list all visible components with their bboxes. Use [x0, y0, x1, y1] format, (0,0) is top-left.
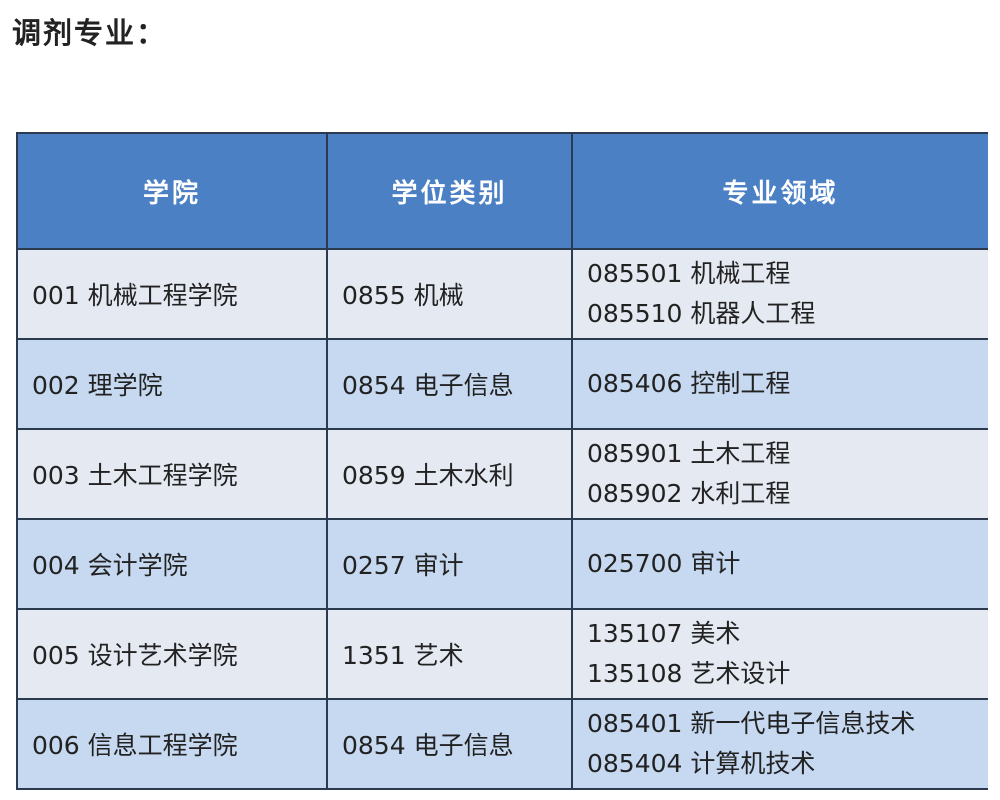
cell-fields: 025700 审计 [571, 518, 988, 610]
field-item: 085406 控制工程 [587, 369, 791, 398]
page-title: 调剂专业： [12, 16, 168, 50]
adjustment-majors-table: 学院 学位类别 专业领域 001 机械工程学院 0855 机械 085501 机械工… [16, 132, 988, 790]
cell-college: 004 会计学院 [16, 518, 328, 610]
cell-college: 001 机械工程学院 [16, 248, 328, 340]
cell-degree: 0854 电子信息 [326, 338, 573, 430]
table-row: 001 机械工程学院 0855 机械 085501 机械工程 085510 机器人工程 [16, 248, 988, 340]
field-item: 085401 新一代电子信息技术 [587, 709, 916, 738]
field-item: 025700 审计 [587, 549, 741, 578]
table-header-row: 学院 学位类别 专业领域 [16, 132, 988, 250]
header-field: 专业领域 [571, 132, 988, 250]
cell-college: 002 理学院 [16, 338, 328, 430]
cell-degree: 0855 机械 [326, 248, 573, 340]
field-item: 085902 水利工程 [587, 479, 791, 508]
field-item: 135107 美术 [587, 619, 741, 648]
cell-degree: 0257 审计 [326, 518, 573, 610]
cell-fields: 085501 机械工程 085510 机器人工程 [571, 248, 988, 340]
field-item: 085510 机器人工程 [587, 299, 816, 328]
cell-fields: 135107 美术 135108 艺术设计 [571, 608, 988, 700]
table-row: 004 会计学院 0257 审计 025700 审计 [16, 518, 988, 610]
cell-college: 003 土木工程学院 [16, 428, 328, 520]
header-degree: 学位类别 [326, 132, 573, 250]
cell-fields: 085406 控制工程 [571, 338, 988, 430]
field-item: 085901 土木工程 [587, 439, 791, 468]
field-item: 135108 艺术设计 [587, 659, 791, 688]
cell-fields: 085401 新一代电子信息技术 085404 计算机技术 [571, 698, 988, 790]
cell-degree: 0859 土木水利 [326, 428, 573, 520]
cell-degree: 1351 艺术 [326, 608, 573, 700]
table-row: 002 理学院 0854 电子信息 085406 控制工程 [16, 338, 988, 430]
header-college: 学院 [16, 132, 328, 250]
table-row: 005 设计艺术学院 1351 艺术 135107 美术 135108 艺术设计 [16, 608, 988, 700]
table-row: 006 信息工程学院 0854 电子信息 085401 新一代电子信息技术 08540… [16, 698, 988, 790]
cell-college: 005 设计艺术学院 [16, 608, 328, 700]
cell-college: 006 信息工程学院 [16, 698, 328, 790]
cell-degree: 0854 电子信息 [326, 698, 573, 790]
field-item: 085501 机械工程 [587, 259, 791, 288]
table-row: 003 土木工程学院 0859 土木水利 085901 土木工程 085902 水利工… [16, 428, 988, 520]
field-item: 085404 计算机技术 [587, 749, 816, 778]
cell-fields: 085901 土木工程 085902 水利工程 [571, 428, 988, 520]
